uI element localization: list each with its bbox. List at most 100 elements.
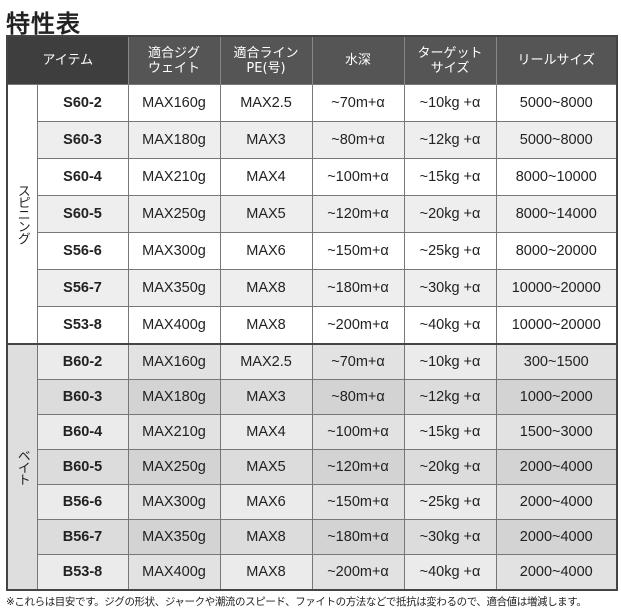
value-cell: 1000~2000 bbox=[495, 379, 618, 415]
item-cell: B53-8 bbox=[36, 554, 129, 591]
value-cell: MAX6 bbox=[219, 232, 313, 270]
value-cell: MAX250g bbox=[127, 449, 221, 485]
value-cell: ~200m+α bbox=[311, 554, 405, 591]
value-cell: MAX8 bbox=[219, 519, 313, 555]
value-cell: ~10kg +α bbox=[403, 84, 497, 122]
value-cell: MAX5 bbox=[219, 195, 313, 233]
item-cell: B60-2 bbox=[36, 343, 129, 380]
value-cell: ~30kg +α bbox=[403, 269, 497, 307]
value-cell: MAX8 bbox=[219, 554, 313, 591]
column-header: 水深 bbox=[311, 36, 405, 85]
value-cell: MAX250g bbox=[127, 195, 221, 233]
column-header: アイテム bbox=[7, 36, 129, 85]
value-cell: 2000~4000 bbox=[495, 484, 618, 520]
value-cell: 8000~14000 bbox=[495, 195, 618, 233]
value-cell: ~20kg +α bbox=[403, 449, 497, 485]
table-row: B60-3 MAX180g MAX3 ~80m+α ~12kg +α 1000~2000 bbox=[7, 379, 618, 415]
value-cell: MAX300g bbox=[127, 232, 221, 270]
value-cell: MAX5 bbox=[219, 449, 313, 485]
value-cell: ~100m+α bbox=[311, 414, 405, 450]
item-cell: B56-7 bbox=[36, 519, 129, 555]
item-cell: B60-4 bbox=[36, 414, 129, 450]
item-cell: S53-8 bbox=[36, 306, 129, 345]
value-cell: MAX2.5 bbox=[219, 343, 313, 380]
item-cell: B56-6 bbox=[36, 484, 129, 520]
item-cell: S56-6 bbox=[36, 232, 129, 270]
value-cell: ~80m+α bbox=[311, 121, 405, 159]
value-cell: ~100m+α bbox=[311, 158, 405, 196]
value-cell: MAX3 bbox=[219, 379, 313, 415]
value-cell: MAX160g bbox=[127, 84, 221, 122]
page-title: 特性表 bbox=[6, 10, 81, 38]
footnote: ※これらは目安です。ジグの形状、ジャークや潮流のスピード、ファイトの方法などで抵… bbox=[6, 596, 587, 608]
value-cell: ~40kg +α bbox=[403, 554, 497, 591]
value-cell: 300~1500 bbox=[495, 343, 618, 380]
column-header: リールサイズ bbox=[495, 36, 617, 85]
value-cell: MAX350g bbox=[127, 269, 221, 307]
value-cell: MAX3 bbox=[219, 121, 313, 159]
value-cell: 8000~10000 bbox=[495, 158, 618, 196]
value-cell: MAX4 bbox=[219, 158, 313, 196]
table-row: S56-6 MAX300g MAX6 ~150m+α ~25kg +α 8000~2000… bbox=[7, 232, 618, 270]
value-cell: MAX4 bbox=[219, 414, 313, 450]
value-cell: 1500~3000 bbox=[495, 414, 618, 450]
value-cell: ~180m+α bbox=[311, 269, 405, 307]
value-cell: ~200m+α bbox=[311, 306, 405, 345]
value-cell: ~180m+α bbox=[311, 519, 405, 555]
table-row: S56-7 MAX350g MAX8 ~180m+α ~30kg +α 10000~200… bbox=[7, 269, 618, 307]
value-cell: ~25kg +α bbox=[403, 484, 497, 520]
table-row: S53-8 MAX400g MAX8 ~200m+α ~40kg +α 10000~200… bbox=[7, 306, 618, 345]
item-cell: S56-7 bbox=[36, 269, 129, 307]
table-row: B56-6 MAX300g MAX6 ~150m+α ~25kg +α 2000~4000 bbox=[7, 484, 618, 520]
value-cell: ~15kg +α bbox=[403, 414, 497, 450]
value-cell: MAX2.5 bbox=[219, 84, 313, 122]
value-cell: MAX400g bbox=[127, 554, 221, 591]
value-cell: MAX180g bbox=[127, 379, 221, 415]
group-label: ベイト bbox=[6, 343, 38, 591]
value-cell: 2000~4000 bbox=[495, 519, 618, 555]
value-cell: MAX8 bbox=[219, 306, 313, 345]
value-cell: MAX210g bbox=[127, 414, 221, 450]
table-row: S60-4 MAX210g MAX4 ~100m+α ~15kg +α 8000~1000… bbox=[7, 158, 618, 196]
item-cell: S60-3 bbox=[36, 121, 129, 159]
value-cell: 5000~8000 bbox=[495, 121, 618, 159]
value-cell: 8000~20000 bbox=[495, 232, 618, 270]
table-row: B53-8 MAX400g MAX8 ~200m+α ~40kg +α 2000~4000 bbox=[7, 554, 618, 591]
value-cell: ~150m+α bbox=[311, 232, 405, 270]
value-cell: ~40kg +α bbox=[403, 306, 497, 345]
item-cell: B60-5 bbox=[36, 449, 129, 485]
table-row: B56-7 MAX350g MAX8 ~180m+α ~30kg +α 2000~4000 bbox=[7, 519, 618, 555]
value-cell: 10000~20000 bbox=[495, 269, 618, 307]
value-cell: 10000~20000 bbox=[495, 306, 618, 345]
group-label: スピニング bbox=[6, 84, 38, 345]
table-row: S60-5 MAX250g MAX5 ~120m+α ~20kg +α 8000~1400… bbox=[7, 195, 618, 233]
value-cell: ~12kg +α bbox=[403, 379, 497, 415]
item-cell: S60-2 bbox=[36, 84, 129, 122]
value-cell: ~20kg +α bbox=[403, 195, 497, 233]
column-header: ターゲット サイズ bbox=[403, 36, 497, 85]
table-row: ベイト B60-2 MAX160g MAX2.5 ~70m+α ~10kg +α 300~1… bbox=[6, 343, 618, 591]
value-cell: ~120m+α bbox=[311, 449, 405, 485]
value-cell: ~150m+α bbox=[311, 484, 405, 520]
value-cell: 2000~4000 bbox=[495, 449, 618, 485]
column-header: 適合ライン PE(号) bbox=[219, 36, 313, 85]
value-cell: ~12kg +α bbox=[403, 121, 497, 159]
value-cell: MAX210g bbox=[127, 158, 221, 196]
table-row: S60-3 MAX180g MAX3 ~80m+α ~12kg +α 5000~8000 bbox=[7, 121, 618, 159]
column-header: 適合ジグ ウェイト bbox=[127, 36, 221, 85]
value-cell: ~25kg +α bbox=[403, 232, 497, 270]
value-cell: ~70m+α bbox=[311, 343, 405, 380]
item-cell: S60-5 bbox=[36, 195, 129, 233]
value-cell: MAX350g bbox=[127, 519, 221, 555]
value-cell: MAX400g bbox=[127, 306, 221, 345]
table-row: B60-4 MAX210g MAX4 ~100m+α ~15kg +α 1500~3000 bbox=[7, 414, 618, 450]
value-cell: ~15kg +α bbox=[403, 158, 497, 196]
value-cell: MAX8 bbox=[219, 269, 313, 307]
table-row: B60-5 MAX250g MAX5 ~120m+α ~20kg +α 2000~4000 bbox=[7, 449, 618, 485]
value-cell: ~120m+α bbox=[311, 195, 405, 233]
item-cell: B60-3 bbox=[36, 379, 129, 415]
value-cell: MAX6 bbox=[219, 484, 313, 520]
item-cell: S60-4 bbox=[36, 158, 129, 196]
value-cell: ~30kg +α bbox=[403, 519, 497, 555]
spec-table: アイテム 適合ジグ ウェイト 適合ライン PE(号) 水深 ターゲット サイズ リールサイ… bbox=[6, 35, 618, 591]
